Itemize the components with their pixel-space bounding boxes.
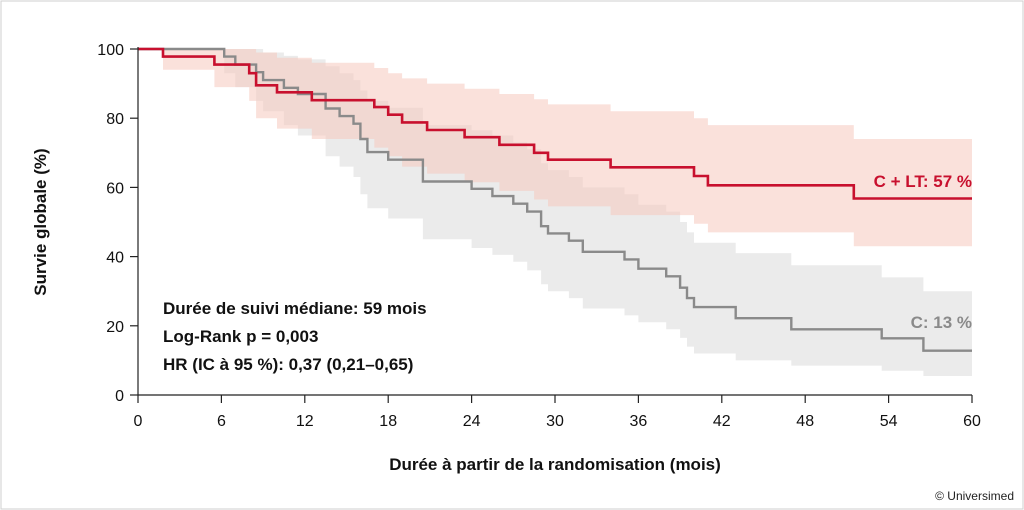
x-tick-label: 0 [134,413,143,430]
annotation-hazard-ratio: HR (IC à 95 %): 0,37 (0,21–0,65) [163,355,413,374]
axes: 0 20 40 60 80 100 0 6 12 18 24 30 36 42 48 54 60 [97,42,981,430]
survival-lines [138,47,972,352]
confidence-band-series-0 [138,49,972,247]
y-axis-label: Survie globale (%) [31,148,50,295]
series-label-c: C: 13 % [911,313,972,332]
x-tick-label: 24 [463,413,481,430]
y-tick-label: 40 [106,250,124,267]
annotation-follow-up: Durée de suivi médiane: 59 mois [163,299,427,318]
y-tick-label: 60 [106,180,124,197]
x-tick-label: 30 [546,413,564,430]
copyright-text: © Universimed [935,489,1014,503]
x-axis-label: Durée à partir de la randomisation (mois… [389,455,721,474]
y-tick-label: 20 [106,319,124,336]
confidence-bands [138,49,972,376]
x-tick-label: 54 [880,413,898,430]
annotation-log-rank: Log-Rank p = 0,003 [163,327,318,346]
x-tick-label: 48 [796,413,814,430]
x-tick-label: 6 [217,413,226,430]
x-tick-label: 60 [963,413,981,430]
y-tick-label: 0 [115,388,124,405]
y-tick-label: 80 [106,111,124,128]
survival-line-series-1 [138,47,972,352]
x-tick-label: 36 [630,413,648,430]
series-label-c-lt: C + LT: 57 % [874,172,972,191]
survival-line-series-0 [138,47,972,200]
x-tick-label: 12 [296,413,314,430]
y-tick-label: 100 [97,42,124,59]
x-tick-label: 18 [379,413,397,430]
x-tick-label: 42 [713,413,731,430]
